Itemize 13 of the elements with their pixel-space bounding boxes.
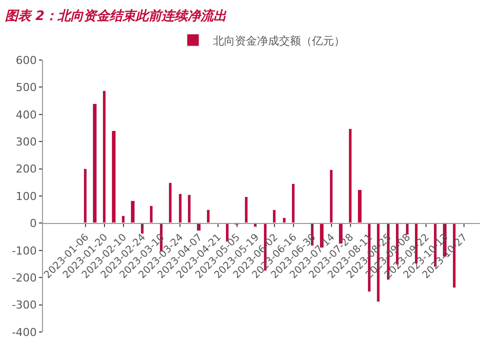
y-tick-label: 400 bbox=[16, 108, 37, 122]
y-tick-label: -400 bbox=[12, 326, 37, 339]
y-tick-label: 500 bbox=[16, 81, 37, 94]
y-tick-label: 0 bbox=[30, 217, 37, 230]
y-tick-label: -200 bbox=[12, 271, 37, 284]
legend-label: 北向资金净成交额（亿元） bbox=[213, 34, 345, 48]
chart-title: 图表 2：北向资金结束此前连续净流出 bbox=[5, 8, 228, 24]
y-tick-label: -100 bbox=[12, 244, 37, 258]
y-tick-label: 600 bbox=[16, 54, 37, 67]
y-tick-label: -300 bbox=[12, 298, 37, 312]
y-tick-label: 100 bbox=[16, 190, 37, 203]
y-tick-label: 200 bbox=[16, 162, 37, 176]
y-tick-label: 300 bbox=[16, 135, 37, 148]
